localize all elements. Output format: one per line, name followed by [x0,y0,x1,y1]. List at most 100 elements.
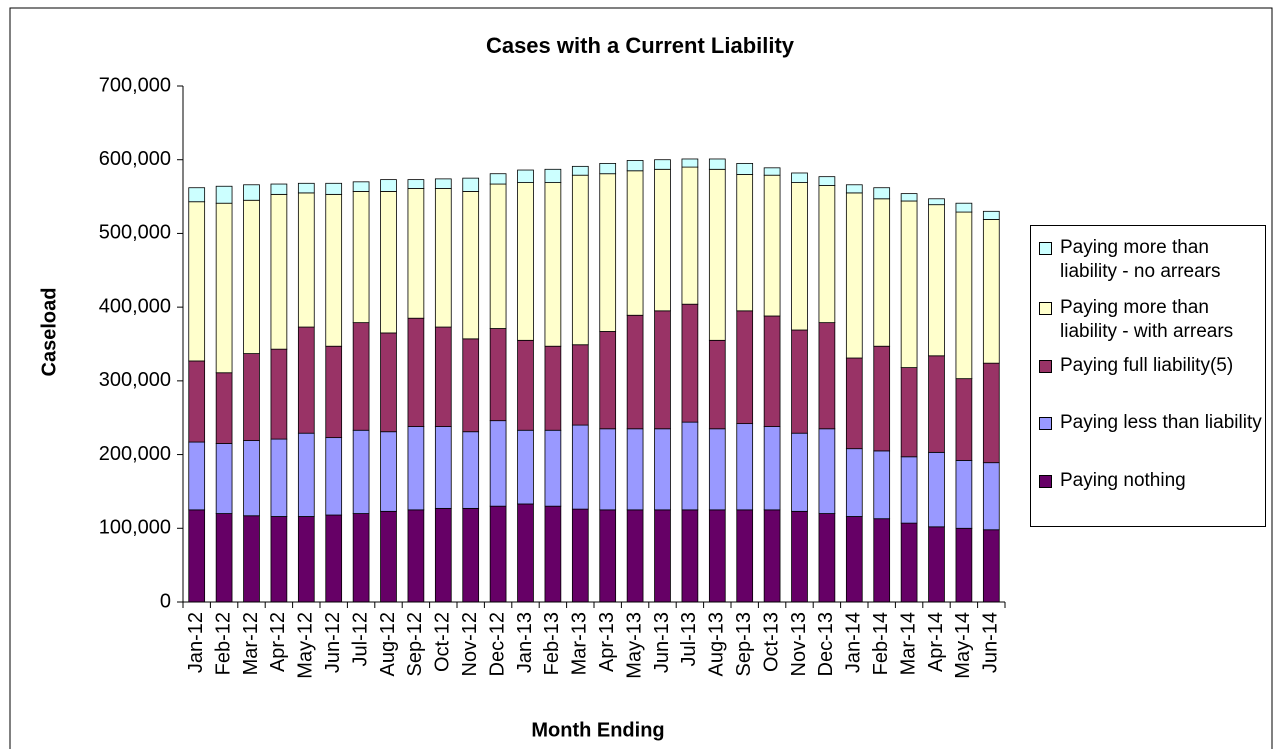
y-axis-label: Caseload [38,288,60,377]
bar-segment [571,174,589,346]
bar-segment [626,509,644,603]
bar-segment [517,182,534,341]
bar-segment [434,326,452,427]
bar-segment [599,331,617,430]
bar-segment [544,168,562,183]
bar-segment [544,345,562,431]
bar-segment [873,187,891,200]
bar-segment [873,345,891,452]
legend-item: Paying less than liability [1039,411,1265,435]
bar-segment [928,204,945,357]
bar-segment [517,339,534,431]
bar-segment [708,339,726,430]
bar-segment [544,429,562,507]
bar-segment [982,462,1000,531]
bar-segment [900,193,918,202]
legend-label: Paying less than liability [1060,412,1262,433]
bar-segment [982,219,1000,364]
bar-segment [900,367,918,458]
bar-segment [407,179,425,189]
x-tick-label: May-12 [295,612,317,679]
bar-segment [818,176,836,186]
bar-segment [845,448,863,517]
bar-segment [900,456,918,524]
x-tick-label: Jun-14 [980,612,1002,673]
legend-swatch [1039,242,1052,255]
bar-segment [297,182,315,194]
legend-swatch [1039,417,1052,430]
bar-segment [215,202,233,374]
legend-item: Paying more than liability - no arrears [1039,236,1265,284]
bar-segment [900,522,918,603]
bar-segment [654,159,671,170]
x-tick-label: Oct-12 [432,612,454,672]
legend-label: Paying more than liability - no arrears [1060,237,1221,282]
legend-item: Paying full liability(5) [1039,354,1265,378]
bar-segment [243,199,260,354]
x-tick-label: Jan-13 [514,612,536,673]
bar-segment [763,315,781,427]
bar-segment [270,438,288,517]
bar-segment [763,509,781,603]
legend-item: Paying nothing [1039,469,1265,493]
bar-segment [654,509,671,603]
bar-segment [982,529,1000,603]
bar-segment [325,193,343,347]
bar-segment [708,168,726,341]
bar-segment [489,173,507,185]
legend-label: Paying full liability(5) [1060,355,1234,376]
x-tick-label: Dec-12 [486,612,508,676]
bar-segment [818,428,836,514]
bar-segment [791,329,808,434]
y-tick-label: 100,000 [99,517,171,539]
legend-swatch [1039,475,1052,488]
bar-segment [763,174,781,317]
bar-segment [243,440,260,517]
bar-segment [845,357,863,450]
bar-segment [243,515,260,603]
x-tick-label: Feb-13 [541,612,563,675]
bar-segment [736,162,754,175]
bar-segment [188,201,206,362]
bar-segment [434,188,452,328]
legend-label: Paying nothing [1060,470,1186,491]
bar-segment [434,178,452,189]
bar-segment [215,443,233,514]
chart-title: Cases with a Current Liability [486,33,795,58]
x-tick-label: May-13 [623,612,645,679]
bar-segment [928,198,945,206]
bar-segment [297,432,315,517]
x-tick-label: Apr-14 [925,612,947,672]
bar-segment [215,185,233,204]
x-tick-label: Apr-13 [596,612,618,672]
x-tick-label: Mar-13 [569,612,591,675]
bar-segment [681,421,699,511]
bar-segment [873,450,891,520]
bar-segment [955,527,973,603]
bar-segment [681,303,699,423]
x-tick-label: Nov-13 [788,612,810,676]
bar-segment [215,372,233,444]
bar-segment [708,509,726,603]
y-tick-label: 200,000 [99,443,171,465]
bar-segment [599,509,617,603]
bar-segment [270,348,288,440]
bar-segment [489,420,507,507]
bar-segment [215,513,233,603]
bar-segment [434,507,452,603]
bar-segment [407,317,425,427]
bar-segment [626,170,644,316]
bar-segment [873,518,891,603]
x-tick-label: Jun-12 [322,612,344,673]
bar-segment [325,514,343,603]
x-tick-label: Oct-13 [760,612,782,672]
bar-segment [407,509,425,603]
x-tick-label: Mar-14 [897,612,919,675]
bar-segment [571,165,589,176]
bar-segment [763,426,781,511]
bar-segment [928,355,945,453]
bar-segment [681,509,699,603]
x-tick-label: Aug-13 [706,612,728,677]
bar-segment [654,310,671,430]
